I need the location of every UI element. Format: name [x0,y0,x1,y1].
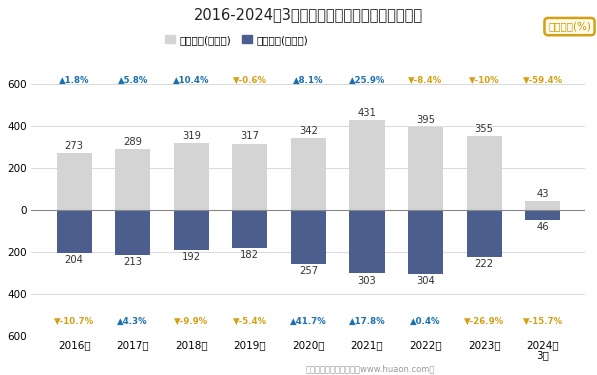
Bar [174,143,209,210]
Bar [525,210,560,220]
Bar [291,138,326,210]
Bar [57,153,92,210]
Text: 304: 304 [416,276,435,286]
Text: ▲10.4%: ▲10.4% [173,76,210,85]
Bar [115,150,150,210]
Legend: 出口总额(亿美元), 进口总额(亿美元): 出口总额(亿美元), 进口总额(亿美元) [161,31,312,49]
Bar [466,136,501,210]
Bar [408,127,443,210]
Text: 257: 257 [299,266,318,276]
Text: ▼-5.4%: ▼-5.4% [233,317,267,326]
Text: 431: 431 [358,108,377,118]
Bar [57,210,92,253]
Text: 制图：华经产业研究院（www.huaon.com）: 制图：华经产业研究院（www.huaon.com） [306,364,435,373]
Text: 204: 204 [64,255,84,265]
Text: ▲41.7%: ▲41.7% [290,317,327,326]
Text: ▼-8.4%: ▼-8.4% [408,76,443,85]
Text: 355: 355 [475,123,494,134]
Bar [466,210,501,256]
Text: 222: 222 [475,259,494,268]
Bar [349,120,384,210]
Bar [525,201,560,210]
Text: 342: 342 [299,126,318,136]
Text: ▼-59.4%: ▼-59.4% [522,76,563,85]
Text: 46: 46 [536,222,549,232]
Text: 303: 303 [358,276,376,286]
Text: ▼-15.7%: ▼-15.7% [522,317,563,326]
Text: 395: 395 [416,115,435,125]
Text: ▲5.8%: ▲5.8% [118,76,148,85]
Text: 289: 289 [123,137,142,147]
Bar [115,210,150,255]
Text: ▼-26.9%: ▼-26.9% [464,317,504,326]
Text: ▲25.9%: ▲25.9% [349,76,385,85]
Text: ▼-0.6%: ▼-0.6% [233,76,267,85]
Bar [232,210,267,248]
Text: ▲8.1%: ▲8.1% [293,76,324,85]
Text: ▲17.8%: ▲17.8% [349,317,385,326]
Text: ▼-9.9%: ▼-9.9% [174,317,208,326]
Bar [174,210,209,250]
Text: 182: 182 [241,250,259,260]
Text: ▲1.8%: ▲1.8% [59,76,90,85]
Bar [232,144,267,210]
Text: 317: 317 [241,132,259,141]
Text: ▲0.4%: ▲0.4% [410,317,441,326]
Text: ▲4.3%: ▲4.3% [118,317,148,326]
Bar [291,210,326,264]
Text: 213: 213 [123,257,142,267]
Text: 273: 273 [64,141,84,151]
Text: 43: 43 [537,189,549,199]
Text: 同比增速(%): 同比增速(%) [548,22,591,32]
Text: 192: 192 [181,252,201,262]
Text: ▼-10%: ▼-10% [469,76,500,85]
Text: ▼-10.7%: ▼-10.7% [54,317,94,326]
Bar [349,210,384,273]
Title: 2016-2024年3月郑州新郑综合保税区进、出口额: 2016-2024年3月郑州新郑综合保税区进、出口额 [194,7,423,22]
Text: 319: 319 [182,131,201,141]
Bar [408,210,443,274]
